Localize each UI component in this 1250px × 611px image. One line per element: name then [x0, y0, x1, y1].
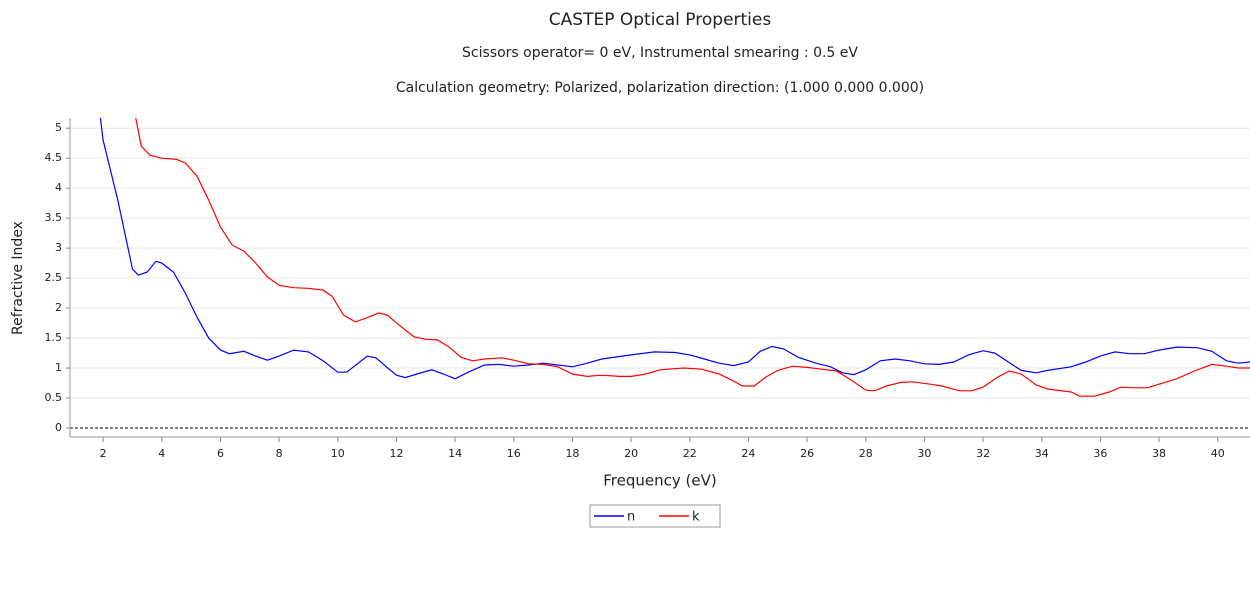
x-tick-label: 16: [507, 447, 521, 460]
x-tick-label: 38: [1152, 447, 1166, 460]
x-tick-label: 26: [800, 447, 814, 460]
legend-label: n: [627, 510, 635, 525]
x-tick-label: 28: [859, 447, 873, 460]
x-tick-label: 8: [276, 447, 283, 460]
y-tick-label: 1.5: [45, 331, 63, 344]
y-tick-label: 5: [55, 121, 62, 134]
chart-subtitle: Scissors operator= 0 eV, Instrumental sm…: [462, 45, 858, 61]
y-tick-label: 0: [55, 421, 62, 434]
x-tick-label: 10: [331, 447, 345, 460]
x-tick-label: 14: [448, 447, 462, 460]
x-tick-label: 20: [624, 447, 638, 460]
legend-label: k: [692, 510, 700, 525]
x-tick-label: 24: [741, 447, 755, 460]
x-tick-label: 32: [976, 447, 990, 460]
x-tick-label: 36: [1093, 447, 1107, 460]
y-tick-label: 1: [55, 361, 62, 374]
y-tick-label: 2.5: [45, 271, 63, 284]
x-tick-label: 34: [1035, 447, 1049, 460]
series-line: [99, 118, 1250, 380]
y-tick-label: 2: [55, 301, 62, 314]
x-tick-label: 2: [100, 447, 107, 460]
chart-subtitle: Calculation geometry: Polarized, polariz…: [396, 80, 924, 96]
y-tick-label: 3.5: [45, 211, 63, 224]
y-tick-label: 4: [55, 181, 62, 194]
y-tick-label: 0.5: [45, 391, 63, 404]
x-tick-label: 18: [565, 447, 579, 460]
x-tick-label: 22: [683, 447, 697, 460]
plot-area: [99, 118, 1250, 397]
x-tick-label: 6: [217, 447, 224, 460]
y-tick-label: 3: [55, 241, 62, 254]
x-tick-label: 30: [917, 447, 931, 460]
y-tick-label: 4.5: [45, 151, 63, 164]
x-tick-label: 40: [1211, 447, 1225, 460]
x-tick-label: 12: [389, 447, 403, 460]
legend-box: [589, 504, 721, 528]
x-axis-label: Frequency (eV): [603, 472, 716, 490]
y-axis-label: Refractive Index: [10, 221, 26, 335]
chart-title: CASTEP Optical Properties: [549, 10, 772, 30]
series-line: [135, 118, 1250, 397]
x-tick-label: 4: [158, 447, 165, 460]
